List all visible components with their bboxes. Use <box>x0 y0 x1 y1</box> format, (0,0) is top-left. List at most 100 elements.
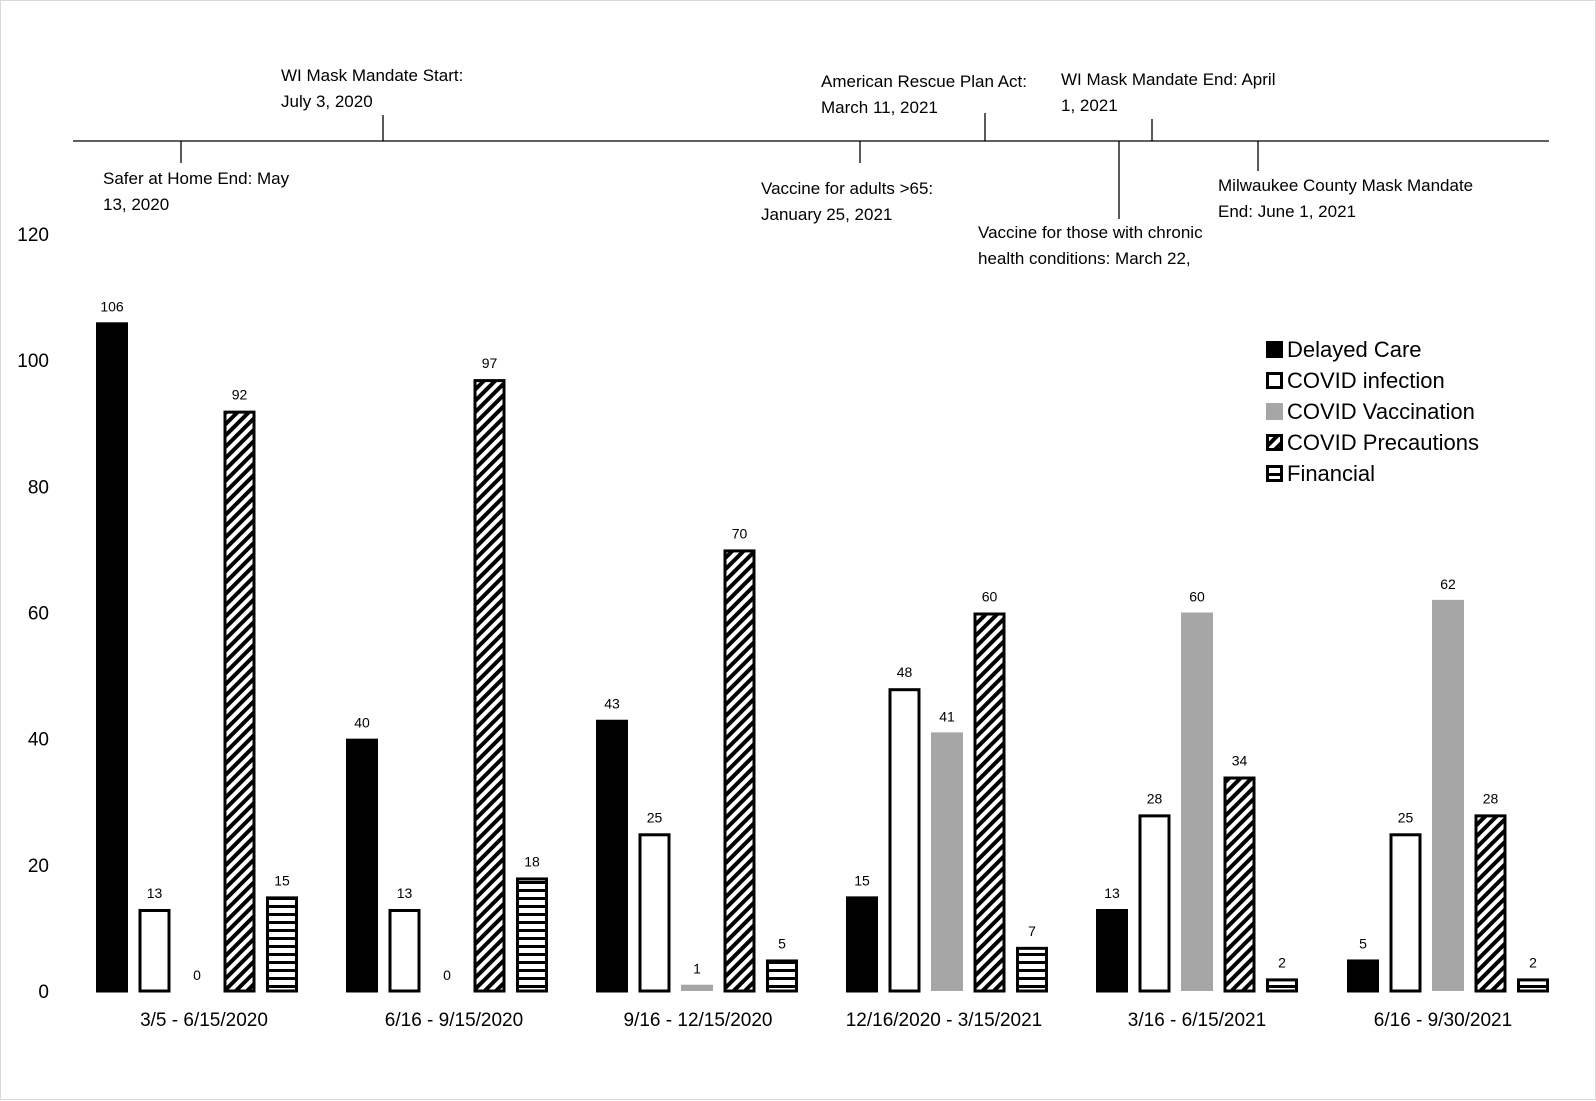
data-label: 15 <box>274 872 290 888</box>
bar <box>1389 833 1422 993</box>
data-label: 13 <box>1104 885 1120 901</box>
bar <box>1138 814 1171 993</box>
x-tick-label: 3/5 - 6/15/2020 <box>140 1010 268 1031</box>
bars: 1061309215401309718432517051548416071328… <box>96 298 1549 993</box>
data-label: 13 <box>397 885 413 901</box>
timeline-event-label: health conditions: March 22, <box>978 249 1191 268</box>
y-tick-label: 120 <box>17 225 49 246</box>
data-label: 70 <box>732 525 748 541</box>
data-label: 0 <box>193 967 201 983</box>
bar <box>1474 814 1507 993</box>
bar <box>1016 946 1048 993</box>
bar <box>638 833 671 993</box>
data-label: 60 <box>1189 589 1205 605</box>
bar <box>346 738 378 993</box>
bar <box>223 410 256 993</box>
legend-swatch <box>1266 403 1283 420</box>
data-label: 28 <box>1483 790 1499 806</box>
data-label: 18 <box>524 853 540 869</box>
legend-label: Financial <box>1287 461 1375 486</box>
bar <box>973 612 1006 993</box>
data-label: 34 <box>1232 753 1248 769</box>
bar <box>96 322 128 993</box>
timeline-event-label: WI Mask Mandate End: April <box>1061 70 1275 89</box>
data-label: 41 <box>939 708 955 724</box>
data-label: 7 <box>1028 923 1036 939</box>
bar <box>1432 599 1464 991</box>
bar <box>1347 959 1379 993</box>
data-label: 5 <box>778 935 786 951</box>
x-tick-label: 9/16 - 12/15/2020 <box>624 1010 773 1031</box>
y-axis: 0 20 40 60 80 100 120 <box>17 225 49 1003</box>
data-label: 43 <box>604 696 620 712</box>
timeline-event-label: 1, 2021 <box>1061 96 1118 115</box>
legend-swatch <box>1266 341 1283 358</box>
x-tick-label: 6/16 - 9/15/2020 <box>385 1010 523 1031</box>
timeline-event-label: Vaccine for those with chronic <box>978 223 1203 242</box>
data-label: 13 <box>147 885 163 901</box>
data-label: 25 <box>647 809 663 825</box>
bar <box>1517 978 1549 993</box>
x-tick-label: 6/16 - 9/30/2021 <box>1374 1010 1512 1031</box>
data-label: 92 <box>232 387 248 403</box>
y-tick-label: 80 <box>28 477 49 498</box>
data-label: 97 <box>482 355 498 371</box>
bar <box>681 984 713 991</box>
bar <box>1181 612 1213 991</box>
bar <box>266 896 298 993</box>
bar <box>931 732 963 991</box>
legend-label: COVID Vaccination <box>1287 399 1475 424</box>
data-label: 25 <box>1398 809 1414 825</box>
data-label: 5 <box>1359 935 1367 951</box>
data-label: 2 <box>1278 954 1286 970</box>
data-label: 15 <box>854 872 870 888</box>
timeline: Safer at Home End: May 13, 2020 WI Mask Ma… <box>73 66 1549 268</box>
y-tick-label: 20 <box>28 856 49 877</box>
data-label: 2 <box>1529 954 1537 970</box>
data-label: 0 <box>443 967 451 983</box>
timeline-event-label: March 11, 2021 <box>821 98 938 117</box>
data-label: 1 <box>693 961 701 977</box>
timeline-event-label: End: June 1, 2021 <box>1218 202 1356 221</box>
y-tick-label: 40 <box>28 730 49 751</box>
bar <box>1096 908 1128 993</box>
data-label: 106 <box>100 298 124 314</box>
bar <box>766 959 798 993</box>
timeline-event-label: Milwaukee County Mask Mandate <box>1218 176 1473 195</box>
bar <box>473 379 506 993</box>
x-tick-label: 12/16/2020 - 3/15/2021 <box>846 1010 1043 1031</box>
timeline-event-label: American Rescue Plan Act: <box>821 72 1027 91</box>
legend-label: Delayed Care <box>1287 337 1422 362</box>
timeline-event-label: Safer at Home End: May <box>103 169 290 188</box>
timeline-event-label: Vaccine for adults >65: <box>761 179 933 198</box>
timeline-event-label: July 3, 2020 <box>281 92 373 111</box>
timeline-event-label: WI Mask Mandate Start: <box>281 66 463 85</box>
data-label: 62 <box>1440 576 1456 592</box>
bar <box>888 688 921 993</box>
bar <box>388 908 421 993</box>
legend-swatch <box>1266 372 1283 389</box>
legend: Delayed Care COVID infection COVID Vaccina… <box>1266 337 1479 486</box>
bar <box>1223 776 1256 993</box>
legend-label: COVID Precautions <box>1287 430 1479 455</box>
timeline-event-label: January 25, 2021 <box>761 205 892 224</box>
bar <box>596 719 628 993</box>
legend-swatch <box>1266 465 1283 482</box>
y-tick-label: 100 <box>17 351 49 372</box>
y-tick-label: 0 <box>38 982 49 1003</box>
bar <box>723 549 756 993</box>
legend-swatch <box>1266 434 1283 451</box>
timeline-event-label: 13, 2020 <box>103 195 169 214</box>
data-label: 48 <box>897 664 913 680</box>
data-label: 40 <box>354 715 370 731</box>
bar <box>1266 978 1298 993</box>
x-tick-label: 3/16 - 6/15/2021 <box>1128 1010 1266 1031</box>
x-axis: 3/5 - 6/15/2020 6/16 - 9/15/2020 9/16 - 12… <box>140 1010 1512 1031</box>
bar <box>516 877 548 993</box>
legend-label: COVID infection <box>1287 368 1445 393</box>
bar <box>846 896 878 993</box>
y-tick-label: 60 <box>28 604 49 625</box>
data-label: 60 <box>982 589 998 605</box>
